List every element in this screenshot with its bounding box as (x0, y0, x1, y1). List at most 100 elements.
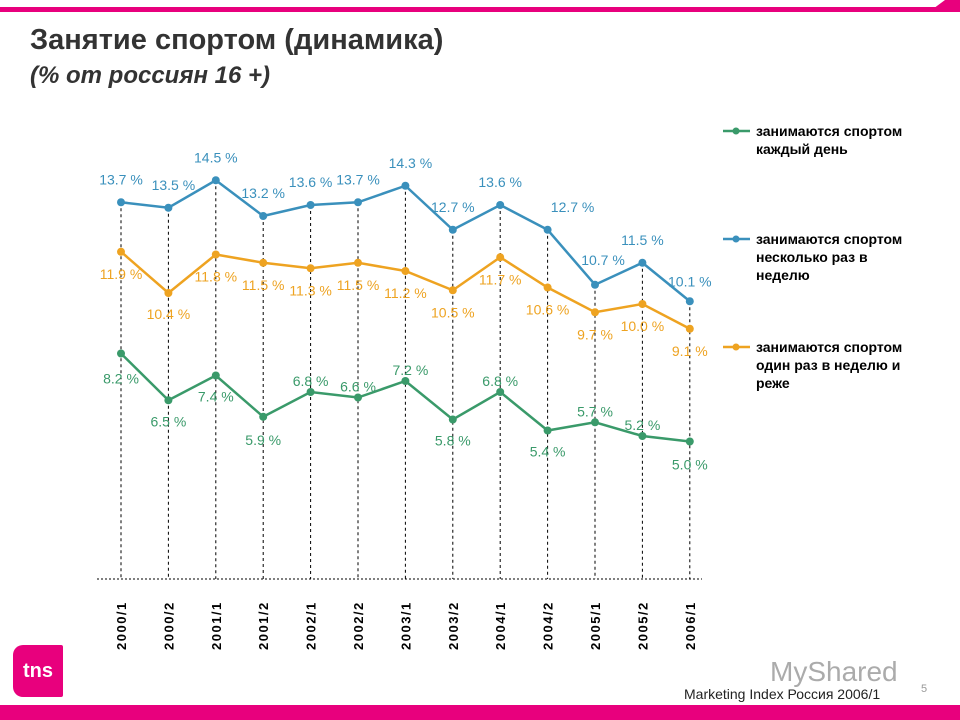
data-point (117, 349, 125, 358)
data-label: 11.5 % (242, 277, 285, 293)
data-point (496, 201, 505, 209)
data-label: 6.8 % (293, 373, 329, 389)
data-label: 11.8 % (195, 269, 238, 285)
data-point (543, 426, 552, 435)
x-tick-label: 2002/1 (304, 601, 319, 650)
watermark: MyShared (770, 656, 898, 687)
legend-label: неделю (756, 267, 810, 283)
x-tick-label: 2002/2 (351, 601, 366, 650)
data-label: 5.0 % (672, 457, 708, 473)
data-point (401, 181, 410, 190)
data-label: 7.2 % (392, 362, 428, 378)
data-label: 5.9 % (245, 432, 281, 448)
x-tick-label: 2000/1 (114, 601, 129, 650)
legend-label: каждый день (756, 141, 848, 157)
data-point (543, 225, 552, 234)
legend-label: занимаются спортом (756, 123, 902, 139)
page-title: Занятие спортом (динамика) (30, 24, 444, 56)
data-point (306, 388, 315, 396)
data-point (164, 289, 173, 297)
data-label: 13.6 % (478, 174, 522, 190)
data-label: 12.7 % (551, 199, 595, 215)
data-point (591, 418, 599, 427)
data-label: 11.5 % (337, 277, 380, 293)
top-bar-mask (0, 0, 945, 7)
legend-marker (732, 343, 740, 351)
data-point (117, 247, 125, 256)
data-label: 11.7 % (479, 271, 522, 287)
data-label: 5.8 % (435, 433, 471, 449)
data-label: 9.7 % (577, 326, 613, 342)
data-label: 11.3 % (289, 282, 332, 298)
data-point (259, 258, 268, 267)
page-number: 5 (921, 683, 928, 695)
data-label: 5.7 % (577, 403, 613, 419)
data-label: 6.8 % (482, 373, 518, 389)
data-label: 10.1 % (668, 273, 712, 289)
data-point (259, 412, 268, 421)
legend-label: несколько раз в (756, 249, 868, 265)
data-label: 11.2 % (384, 285, 427, 301)
x-tick-label: 2003/1 (398, 601, 413, 650)
footer-source: Marketing Index Россия 2006/1 (684, 686, 881, 702)
data-label: 6.6 % (340, 379, 376, 395)
x-tick-label: 2004/2 (541, 601, 556, 650)
legend-label: занимаются спортом (756, 231, 902, 247)
data-label: 13.6 % (289, 174, 333, 190)
legend-marker (732, 235, 740, 243)
x-tick-label: 2001/1 (209, 601, 224, 650)
data-label: 5.4 % (530, 444, 566, 460)
data-point (306, 201, 315, 209)
data-point (164, 203, 173, 212)
data-label: 10.6 % (526, 302, 570, 318)
data-point (401, 377, 410, 385)
data-point (591, 308, 599, 317)
data-point (164, 396, 173, 405)
data-point (448, 415, 457, 424)
data-point (306, 264, 315, 273)
x-tick-label: 2001/2 (256, 601, 271, 650)
data-label: 14.5 % (194, 149, 238, 165)
data-point (638, 300, 647, 308)
page-subtitle: (% от россиян 16 +) (30, 62, 271, 89)
data-label: 13.7 % (99, 171, 143, 187)
data-label: 13.7 % (336, 171, 380, 187)
data-label: 12.7 % (431, 199, 475, 215)
x-tick-label: 2005/2 (635, 601, 650, 650)
data-point (211, 250, 220, 259)
tns-logo: tns (13, 645, 63, 697)
x-tick-label: 2000/2 (161, 601, 176, 650)
legend-label: реже (756, 375, 790, 391)
data-label: 9.1 % (672, 343, 708, 359)
data-point (354, 198, 362, 207)
data-point (211, 176, 220, 185)
data-label: 10.5 % (431, 304, 475, 320)
data-label: 10.7 % (581, 252, 625, 268)
data-point (685, 324, 694, 333)
data-label: 5.2 % (624, 417, 660, 433)
data-point (591, 280, 599, 289)
data-point (117, 198, 125, 207)
data-point (543, 283, 552, 292)
legend-marker (732, 127, 740, 135)
x-tick-label: 2003/2 (446, 601, 461, 650)
data-point (638, 258, 647, 267)
x-tick-label: 2006/1 (683, 601, 698, 650)
data-label: 7.4 % (198, 389, 234, 405)
data-label: 13.2 % (241, 185, 285, 201)
bottom-accent-bar (0, 705, 960, 720)
data-point (448, 286, 457, 295)
data-point (685, 297, 694, 306)
data-point (354, 258, 362, 267)
x-tick-label: 2004/1 (493, 601, 508, 650)
data-point (211, 371, 220, 380)
data-label: 10.0 % (621, 318, 665, 334)
data-point (401, 267, 410, 275)
data-label: 11.9 % (100, 266, 143, 282)
x-tick-label: 2005/1 (588, 601, 603, 650)
data-point (685, 437, 694, 446)
data-point (496, 388, 505, 396)
data-label: 10.4 % (147, 306, 191, 322)
data-point (496, 253, 505, 262)
